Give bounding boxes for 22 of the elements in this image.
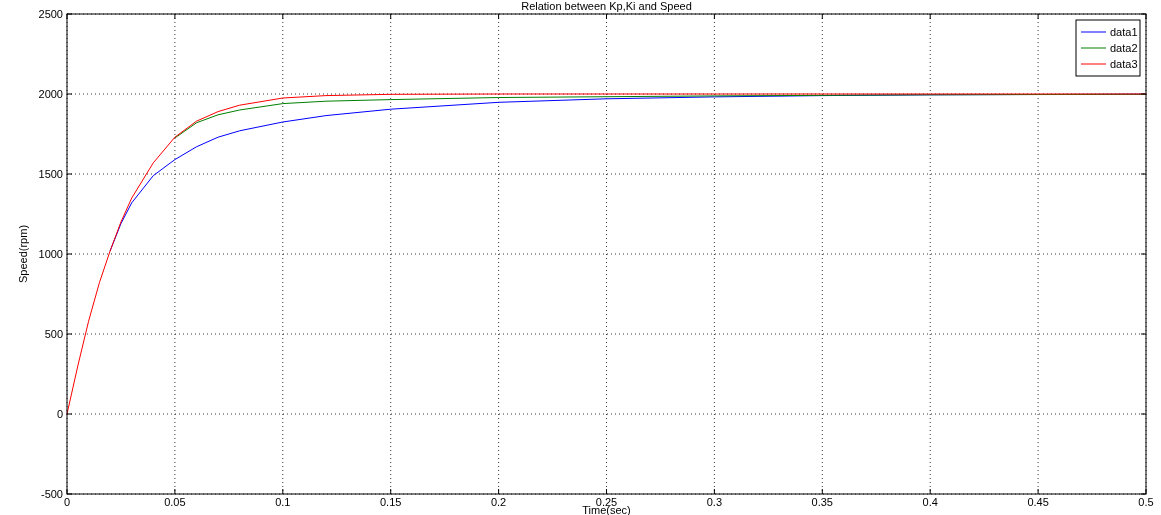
- y-tick-label: 0: [56, 408, 63, 420]
- legend-label: data3: [1110, 58, 1138, 70]
- y-tick-label: 1500: [38, 168, 63, 180]
- y-tick-label: 1000: [38, 248, 63, 260]
- y-tick-label: -500: [40, 488, 63, 500]
- legend-label: data1: [1110, 26, 1138, 38]
- y-tick-label: 2000: [38, 88, 63, 100]
- x-tick-label: 0: [63, 496, 71, 508]
- y-tick-label: 2500: [38, 8, 63, 20]
- x-tick-label: 0.15: [379, 496, 402, 508]
- x-tick-label: 0.2: [490, 496, 507, 508]
- legend-label: data2: [1110, 42, 1138, 54]
- x-tick-label: 0.1: [275, 496, 291, 508]
- chart-title: Relation between Kp,Ki and Speed: [521, 0, 692, 12]
- x-tick-label: 0.4: [922, 496, 938, 508]
- y-tick-label: 500: [44, 328, 63, 340]
- x-tick-label: 0.45: [1027, 496, 1049, 508]
- x-tick-label: 0.05: [164, 496, 186, 508]
- x-tick-label: 0.5: [1138, 496, 1154, 508]
- x-tick-label: 0.3: [706, 496, 723, 508]
- y-axis-title: Speed(rpm): [17, 224, 29, 284]
- x-tick-label: 0.35: [811, 496, 834, 508]
